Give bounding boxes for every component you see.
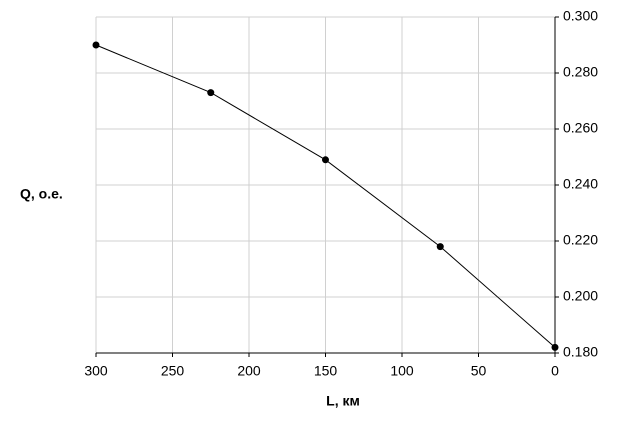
data-point [207, 89, 215, 97]
y-tick-label: 0.200 [563, 288, 598, 304]
data-point [551, 343, 559, 351]
x-tick-label: 150 [314, 363, 338, 379]
y-tick-label: 0.220 [563, 232, 598, 248]
y-tick-label: 0.240 [563, 176, 598, 192]
y-tick-label: 0.180 [563, 344, 598, 360]
y-tick-label: 0.260 [563, 120, 598, 136]
data-point [436, 243, 444, 251]
data-point [322, 156, 329, 164]
x-tick-label: 100 [390, 363, 414, 379]
y-tick-label: 0.280 [563, 64, 598, 80]
data-point [92, 41, 100, 49]
x-axis-title: L, км [326, 393, 360, 409]
x-tick-label: 300 [84, 363, 108, 379]
x-tick-label: 50 [471, 363, 487, 379]
x-tick-label: 0 [551, 363, 559, 379]
y-tick-label: 0.300 [563, 8, 598, 24]
y-axis-title: Q, о.е. [20, 186, 63, 202]
x-tick-label: 250 [161, 363, 185, 379]
x-tick-label: 200 [237, 363, 261, 379]
